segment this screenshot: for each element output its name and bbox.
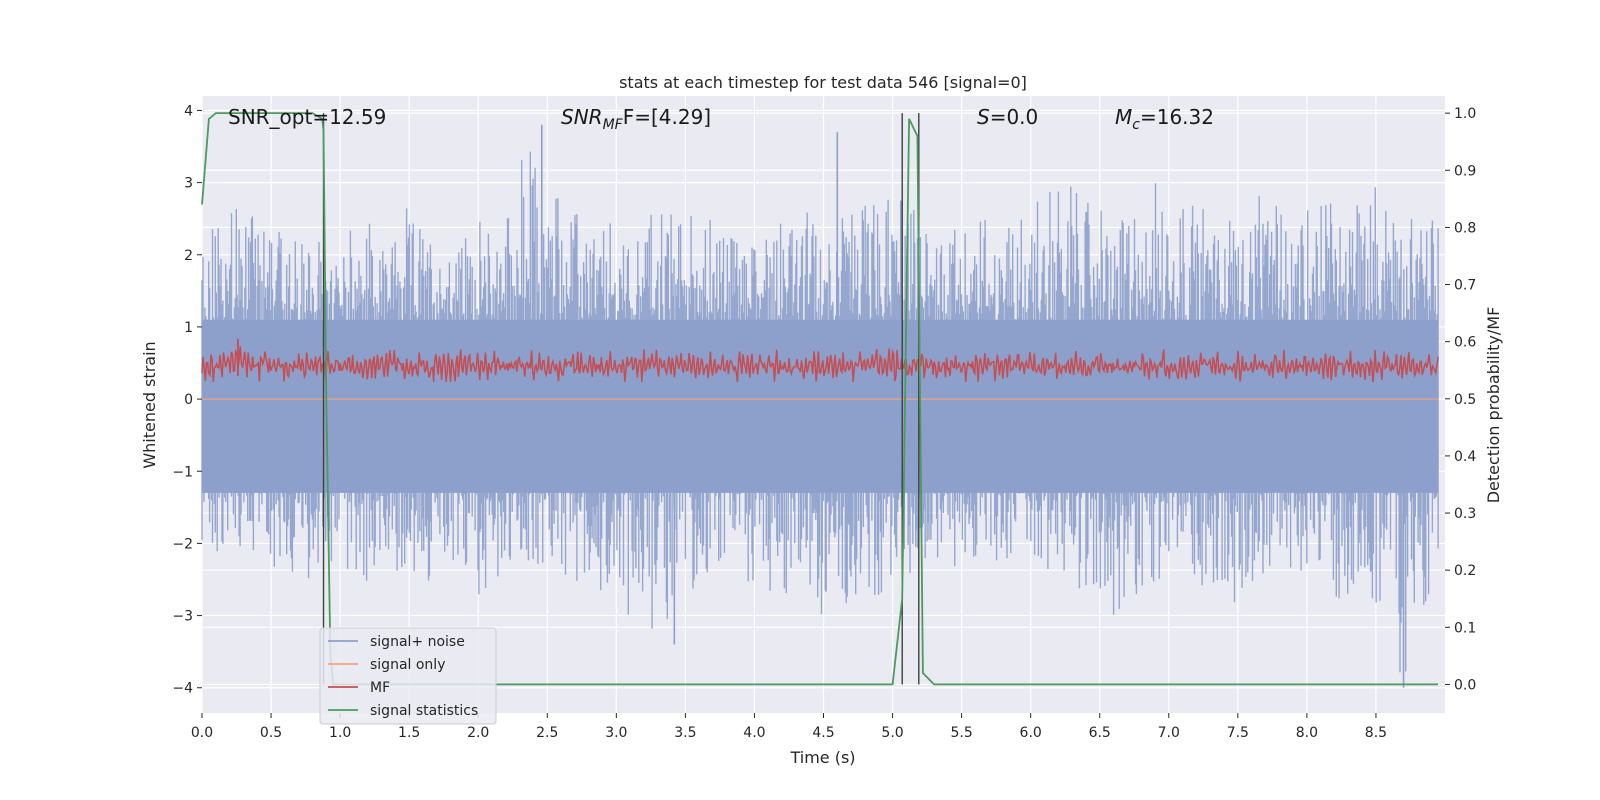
y-left-tick-label: 4 (184, 103, 193, 119)
annotation-s-main: S (977, 105, 990, 129)
legend-label: signal+ noise (370, 634, 465, 650)
x-tick-label: 8.5 (1365, 725, 1387, 741)
x-tick-label: 6.0 (1020, 725, 1042, 741)
x-tick-label: 7.5 (1227, 725, 1249, 741)
y-left-tick-label: −2 (172, 536, 193, 552)
y-left-axis-label: Whitened strain (140, 341, 159, 468)
annotation-snr-mf-main: SNR (561, 105, 603, 129)
mf-line (201, 346, 1439, 383)
y-right-tick-label: 0.7 (1454, 278, 1476, 294)
y-right-tick-label: 0.0 (1454, 677, 1476, 693)
x-tick-label: 6.5 (1089, 725, 1111, 741)
x-tick-label: 7.0 (1158, 725, 1180, 741)
annotation-s: S=0.0 (977, 105, 1038, 129)
y-left-tick-label: 2 (184, 248, 193, 264)
y-left-tick-label: 3 (184, 176, 193, 192)
y-right-tick-label: 0.1 (1454, 620, 1476, 636)
annotation-mc-value: =16.32 (1140, 105, 1214, 129)
x-tick-label: 4.0 (743, 725, 765, 741)
x-tick-label: 5.5 (950, 725, 972, 741)
legend-label: signal only (370, 657, 445, 673)
annotation-snr-mf: SNRMFF=[4.29] (561, 105, 711, 133)
x-tick-label: 2.0 (467, 725, 489, 741)
chart-title: stats at each timestep for test data 546… (619, 73, 1027, 92)
y-right-tick-label: 0.9 (1454, 163, 1476, 179)
y-left-tick-label: 0 (184, 392, 193, 408)
x-tick-label: 0.5 (260, 725, 282, 741)
x-tick-label: 1.5 (398, 725, 420, 741)
x-tick-label: 2.5 (536, 725, 558, 741)
x-tick-label: 5.0 (881, 725, 903, 741)
y-right-tick-label: 0.2 (1454, 563, 1476, 579)
legend-items: signal+ noise signal only MF signal statist… (328, 634, 478, 719)
signal-noise-series (201, 124, 1439, 688)
mf-series (201, 338, 1439, 383)
x-axis-ticks: 0.0 0.5 1.0 1.5 2.0 2.5 3.0 3.5 4.0 4.5 5.0 5.5 6.0 6… (191, 713, 1387, 741)
legend-box (319, 627, 497, 725)
y-right-tick-label: 1.0 (1454, 106, 1476, 122)
x-tick-label: 3.5 (674, 725, 696, 741)
signal-noise-core (202, 319, 1439, 493)
x-tick-label: 8.0 (1296, 725, 1318, 741)
legend-label: MF (370, 680, 390, 696)
annotation-snr-opt: SNR_opt=12.59 (228, 105, 386, 129)
x-tick-label: 3.0 (605, 725, 627, 741)
x-tick-label: 4.5 (812, 725, 834, 741)
annotation-mc-main: M (1115, 105, 1132, 129)
annotation-mc-sub: c (1132, 117, 1140, 133)
y-right-axis-ticks: 1.0 0.9 0.8 0.7 0.6 0.5 0.4 0.3 0.2 0.1 0.0 (1445, 106, 1476, 693)
y-left-axis-ticks: 4 3 2 1 0 −1 −2 −3 −4 (172, 103, 202, 697)
y-right-axis-label: Detection probability/MF (1484, 307, 1503, 504)
y-right-tick-label: 0.4 (1454, 449, 1476, 465)
y-left-tick-label: −3 (172, 609, 193, 625)
y-left-tick-label: −1 (172, 464, 193, 480)
y-right-tick-label: 0.5 (1454, 392, 1476, 408)
y-right-tick-label: 0.6 (1454, 335, 1476, 351)
x-tick-label: 0.0 (191, 725, 213, 741)
legend-label: signal statistics (370, 703, 478, 719)
y-left-tick-label: −4 (172, 681, 193, 697)
y-right-tick-label: 0.8 (1454, 220, 1476, 236)
annotation-snr-mf-sub: MF (603, 117, 624, 133)
x-axis-label: Time (s) (789, 748, 855, 767)
y-right-tick-label: 0.3 (1454, 506, 1476, 522)
annotation-snr-mf-value: F=[4.29] (623, 105, 711, 129)
annotation-s-value: =0.0 (990, 105, 1039, 129)
annotation-mc: Mc=16.32 (1115, 105, 1214, 133)
x-tick-label: 1.0 (329, 725, 351, 741)
y-left-tick-label: 1 (184, 320, 193, 336)
legend: signal+ noise signal only MF signal statist… (319, 627, 497, 725)
